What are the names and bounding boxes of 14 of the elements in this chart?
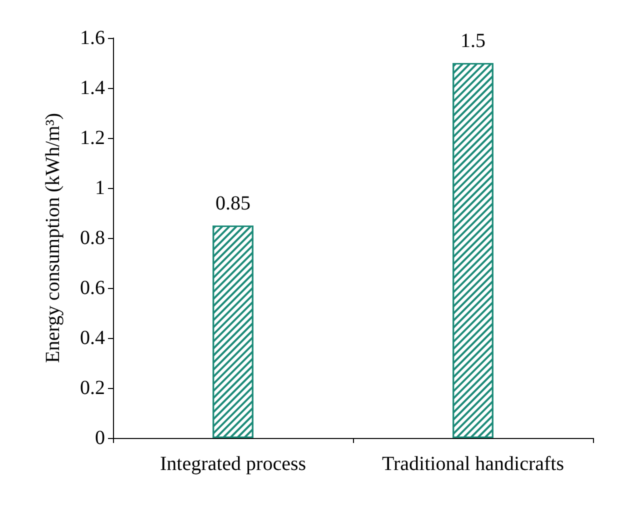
y-tick-label: 0.4 [80,327,105,349]
y-tick-label: 1 [95,177,105,199]
y-tick-label: 0.2 [80,377,105,399]
data-label: 0.85 [216,192,250,214]
y-axis-title: Energy consumption (kWh/m³) [42,112,64,364]
y-tick-label: 0.6 [80,277,105,299]
x-tick-label: Traditional handicrafts [382,453,564,475]
y-tick-label: 1.4 [80,77,105,99]
y-tick-label: 1.6 [80,27,105,49]
y-tick-label: 1.2 [80,127,105,149]
y-tick-label: 0 [95,427,105,449]
data-label: 1.5 [460,30,486,52]
y-tick-label: 0.8 [80,227,105,249]
x-tick-label: Integrated process [160,453,306,475]
